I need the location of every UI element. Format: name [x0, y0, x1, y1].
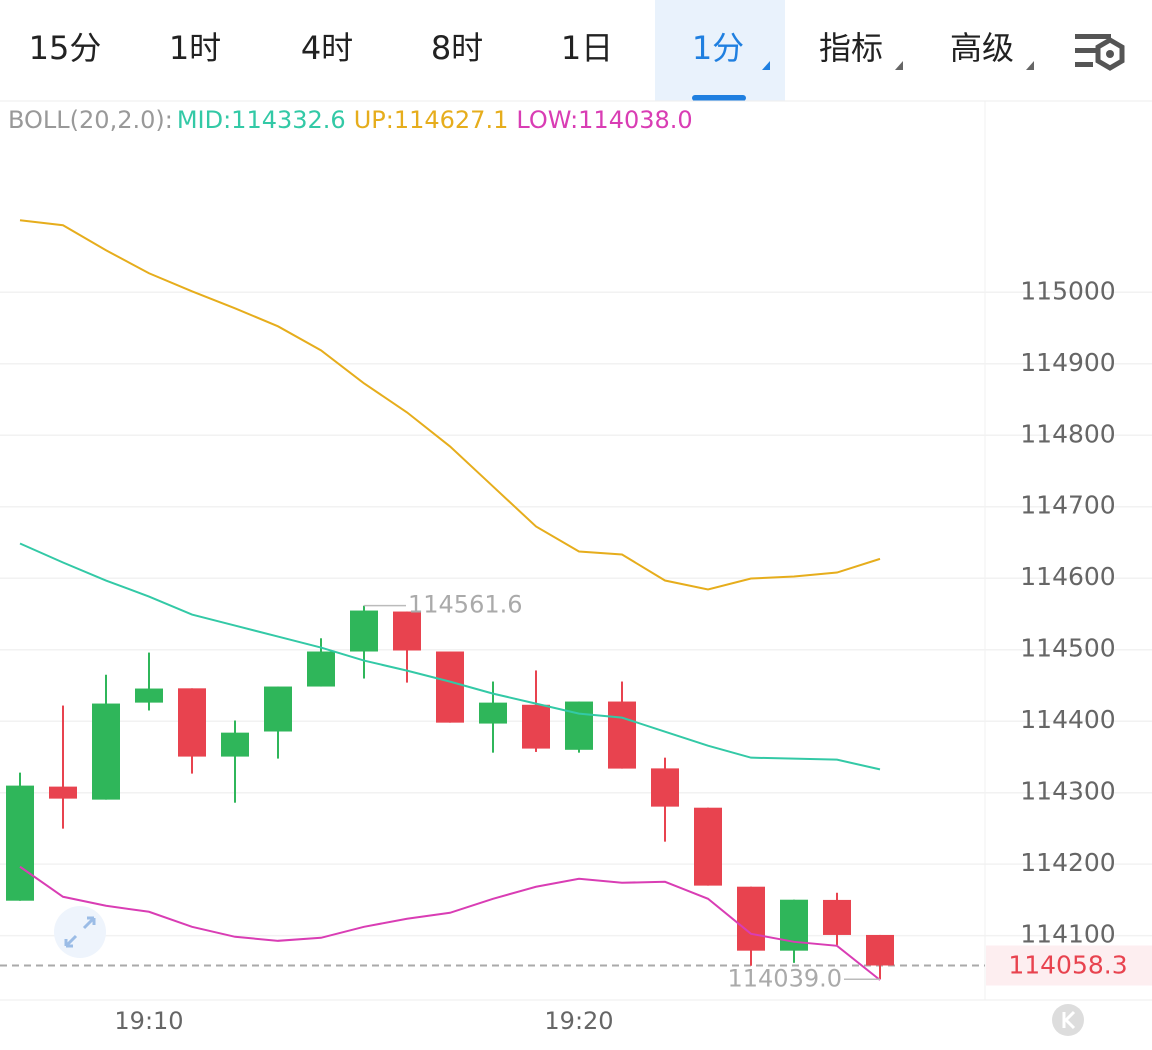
y-tick-label: 114900	[1020, 348, 1115, 377]
expand-icon	[64, 916, 96, 948]
candle-body	[221, 732, 249, 757]
candle-body	[694, 807, 722, 886]
candle-body	[350, 610, 378, 652]
indicator-legend: BOLL(20,2.0): MID:114332.6 UP:114627.1 LOW:…	[8, 106, 693, 134]
tab[interactable]: 1时	[169, 29, 221, 67]
candle-body	[6, 785, 34, 901]
current-price-label: 114058.3	[1008, 950, 1127, 979]
boll-line	[19, 865, 881, 981]
candle-body	[823, 899, 851, 935]
active-tab-indicator	[692, 95, 746, 101]
tab[interactable]: 高级	[950, 29, 1014, 67]
y-tick-label: 114200	[1020, 848, 1115, 877]
y-tick-label: 115000	[1020, 276, 1115, 305]
y-tick-label: 114500	[1020, 634, 1115, 663]
candle-body	[135, 688, 163, 703]
candle-body	[49, 786, 77, 799]
icon-bar	[1075, 62, 1093, 67]
icon-bar	[1075, 34, 1111, 39]
dropdown-triangle	[1026, 61, 1034, 70]
annotation-label: 114561.6	[408, 591, 523, 619]
current-price-box	[986, 945, 1152, 986]
candle-body	[393, 611, 421, 651]
y-tick-label: 114100	[1020, 920, 1115, 949]
tab[interactable]: 1日	[561, 29, 613, 67]
candle-body	[178, 688, 206, 757]
boll-line	[19, 219, 881, 591]
active-tab-bg	[655, 0, 785, 101]
y-tick-label: 114600	[1020, 562, 1115, 591]
candle-body	[264, 686, 292, 732]
y-tick-label: 114300	[1020, 777, 1115, 806]
icon-bar	[1075, 48, 1097, 53]
icon-hex	[1095, 37, 1125, 71]
candle-body	[565, 701, 593, 750]
dropdown-triangle	[895, 61, 903, 70]
tab[interactable]: 指标	[819, 29, 883, 67]
tab[interactable]: 15分	[29, 29, 102, 67]
candle-body	[436, 651, 464, 723]
indicator-value: LOW:114038.0	[516, 106, 692, 134]
annotation-label: 114039.0	[727, 964, 842, 992]
candle-body	[522, 704, 550, 749]
indicator-name: BOLL(20,2.0):	[8, 106, 173, 134]
legend-label: BOLL(20,2.0): MID:114332.6 UP:114627.1 LOW:…	[8, 106, 693, 134]
x-tick-label: 19:20	[544, 1007, 613, 1035]
candle-body	[737, 886, 765, 951]
indicator-value: UP:114627.1	[354, 106, 509, 134]
plot: 114100 114200 114300 114400 114500 114600 1147…	[0, 219, 1152, 1035]
tab[interactable]: 4时	[301, 29, 353, 67]
candle-body	[307, 651, 335, 687]
expand-button[interactable]	[54, 906, 106, 958]
candle-body	[651, 768, 679, 807]
y-tick-label: 114700	[1020, 491, 1115, 520]
dropdown-triangle	[762, 61, 770, 70]
tab[interactable]: 1分	[692, 29, 744, 67]
scroll-end-icon	[1062, 1010, 1076, 1030]
candle-body	[479, 702, 507, 724]
tab-bar: 15分 1时 4时 8时 1日 1分 指标 高级	[29, 0, 1034, 101]
boll-line	[19, 542, 881, 771]
icon-dot	[1106, 50, 1114, 58]
settings-icon[interactable]	[1075, 34, 1125, 71]
tab[interactable]: 8时	[431, 29, 483, 67]
y-tick-label: 114800	[1020, 419, 1115, 448]
candle-body	[92, 703, 120, 800]
candle-body	[608, 701, 636, 769]
y-tick-label: 114400	[1020, 705, 1115, 734]
indicator-value: MID:114332.6	[177, 106, 346, 134]
candle-body	[866, 934, 894, 966]
x-tick-label: 19:10	[114, 1007, 183, 1035]
